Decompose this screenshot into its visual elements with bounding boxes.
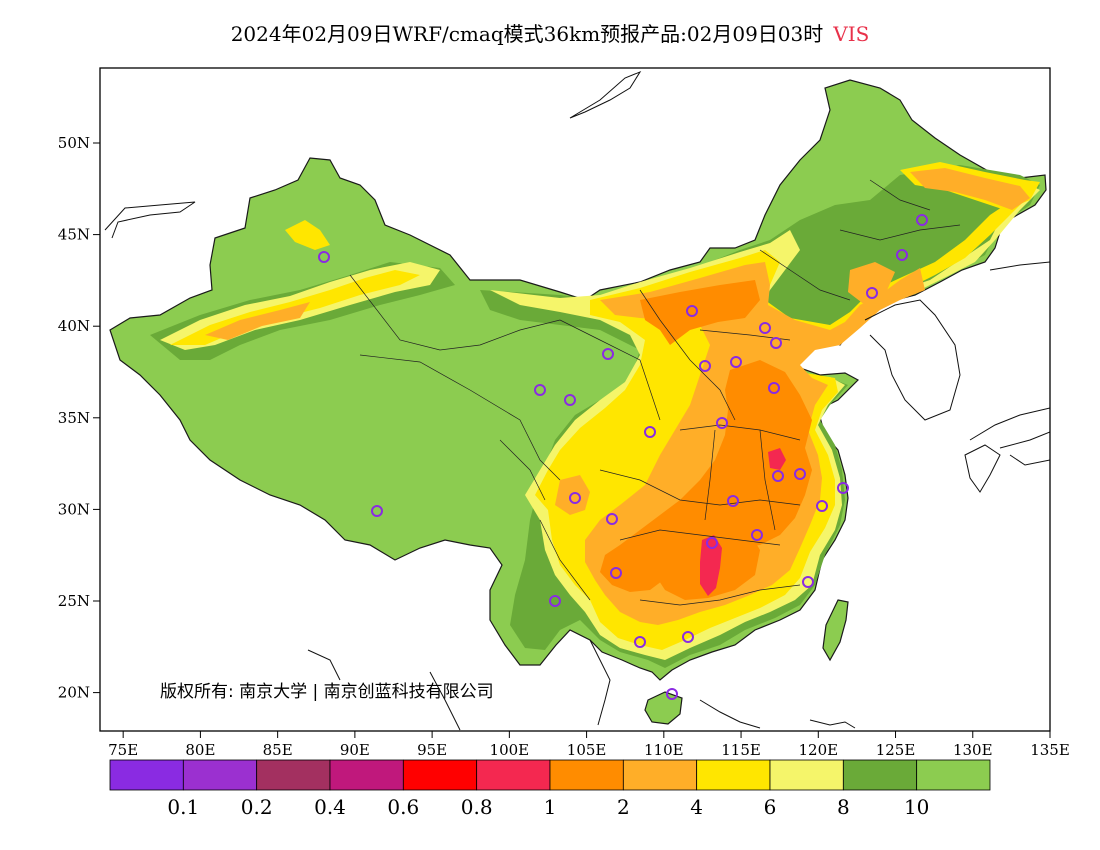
station-marker [727, 495, 739, 507]
lon-tick-label: 130E [953, 741, 993, 759]
vis-2-4-region-northeast [910, 168, 1030, 210]
vis-2-4-region-xinjiang [205, 302, 310, 340]
station-marker [751, 529, 763, 541]
lon-tick-label: 125E [876, 741, 916, 759]
colorbar-label: 0.1 [167, 795, 199, 819]
lon-tick-label: 110E [644, 741, 684, 759]
station-marker [569, 492, 581, 504]
vis-4-6-region-north [285, 220, 330, 250]
lon-tick-label: 135E [1030, 741, 1070, 759]
colorbar-label: 0.6 [387, 795, 419, 819]
neighbour-coastlines [104, 70, 1050, 731]
station-marker [896, 249, 908, 261]
colorbar-swatch [329, 759, 404, 791]
station-marker [564, 394, 576, 406]
vis-2-4-region-liaoning [848, 262, 895, 305]
lat-tick-label: 20N [58, 684, 90, 702]
station-marker [816, 500, 828, 512]
colorbar-swatch [842, 759, 918, 791]
station-marker [794, 468, 806, 480]
station-marker [682, 631, 694, 643]
lon-tick-label: 115E [721, 741, 761, 759]
lat-tick-label: 25N [58, 592, 90, 610]
station-marker [534, 384, 546, 396]
station-marker [318, 251, 330, 263]
lat-tick-label: 40N [58, 317, 90, 335]
vis-1-2-region-huabei [600, 360, 812, 592]
latitude-axis: 50N 45N 40N 35N 30N 25N 20N [58, 134, 100, 702]
lon-tick-label: 80E [185, 741, 215, 759]
station-marker [772, 470, 784, 482]
station-marker [837, 482, 849, 494]
station-marker [602, 348, 614, 360]
vis-0.8-1-region-hunan [700, 535, 722, 596]
station-marker [759, 322, 771, 334]
lat-tick-label: 50N [58, 134, 90, 152]
map-title: 2024年02月09日WRF/cmaq模式36km预报产品:02月09日03时 V… [0, 18, 1100, 47]
colorbar-swatch [182, 759, 258, 791]
colorbar-label: 0.8 [461, 795, 493, 819]
lat-tick-label: 30N [58, 500, 90, 518]
colorbar-label: 8 [837, 795, 850, 819]
colorbar-label: 4 [690, 795, 703, 819]
lat-tick-label: 45N [58, 226, 90, 244]
title-text: 2024年02月09日WRF/cmaq模式36km预报产品:02月09日03时 [230, 22, 824, 46]
station-marker [802, 576, 814, 588]
station-marker [730, 356, 742, 368]
colorbar-swatch [622, 759, 698, 791]
colorbar-swatch [109, 759, 184, 791]
station-marker [686, 305, 698, 317]
colorbar: 0.1 0.2 0.4 0.6 0.8 1 2 4 6 8 10 [109, 759, 991, 819]
vis-1-2-region-central [640, 280, 760, 345]
colorbar-label: 0.2 [241, 795, 273, 819]
lon-tick-label: 105E [567, 741, 607, 759]
station-marker [716, 417, 728, 429]
lon-tick-label: 100E [490, 741, 530, 759]
lat-tick-label: 35N [58, 409, 90, 427]
colorbar-label: 1 [544, 795, 557, 819]
vis-2-4-region-southwest [555, 475, 590, 515]
province-borders [349, 179, 961, 606]
colorbar-swatch [476, 759, 551, 791]
station-marker [768, 382, 780, 394]
colorbar-label: 10 [904, 795, 929, 819]
station-marker [916, 214, 928, 226]
station-marker [866, 287, 878, 299]
lon-tick-label: 95E [417, 741, 447, 759]
colorbar-swatch [256, 759, 331, 791]
colorbar-swatch [769, 759, 844, 791]
station-marker [706, 537, 718, 549]
colorbar-swatch [696, 759, 771, 791]
station-marker [699, 360, 711, 372]
colorbar-swatch [402, 759, 478, 791]
colorbar-label: 2 [617, 795, 630, 819]
lon-tick-label: 90E [340, 741, 370, 759]
title-variable: VIS [833, 22, 870, 46]
longitude-axis: 75E 80E 85E 90E 95E 100E 105E 110E 115E 120E 125E 1… [108, 731, 1070, 759]
copyright-text: 版权所有: 南京大学 | 南京创蓝科技有限公司 [160, 682, 494, 702]
plot-frame [99, 67, 1051, 732]
station-marker [666, 688, 678, 700]
station-marker [549, 595, 561, 607]
colorbar-swatch [549, 759, 624, 791]
station-marker [371, 505, 383, 517]
lon-tick-label: 85E [263, 741, 293, 759]
colorbar-label: 0.4 [314, 795, 346, 819]
station-markers [318, 214, 928, 700]
station-marker [770, 337, 782, 349]
lon-tick-label: 120E [798, 741, 838, 759]
station-marker [634, 636, 646, 648]
station-marker [644, 426, 656, 438]
colorbar-label: 6 [764, 795, 777, 819]
map-layers [109, 79, 1047, 725]
station-marker [606, 513, 618, 525]
colorbar-swatch [916, 759, 991, 791]
taiwan-island [822, 599, 849, 662]
vis-0.8-1-region-anhui [768, 448, 786, 470]
lon-tick-label: 75E [108, 741, 138, 759]
station-marker [610, 567, 622, 579]
